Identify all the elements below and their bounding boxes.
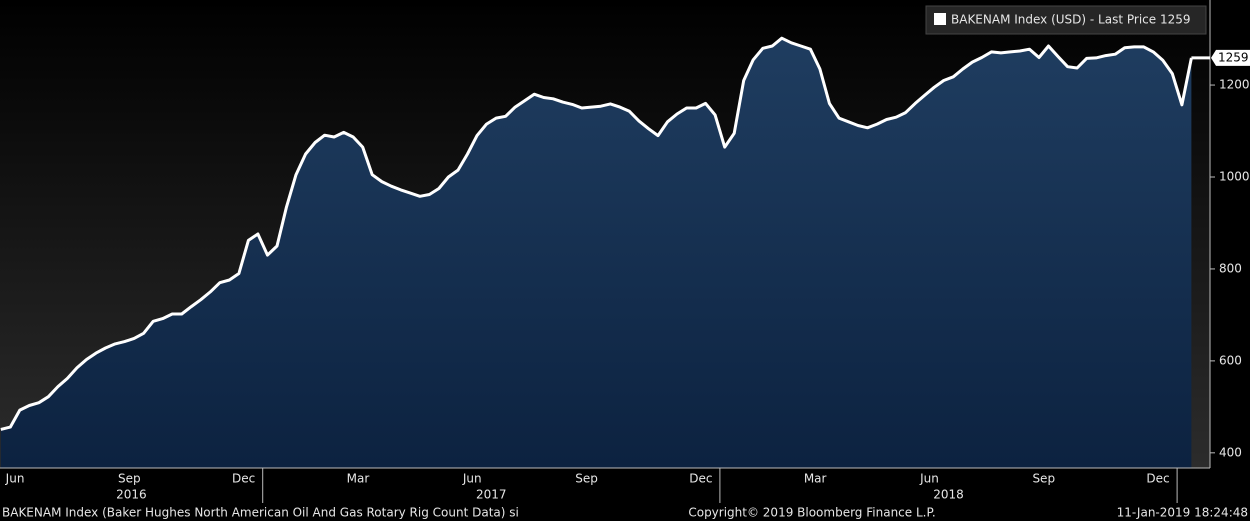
line: [0, 36, 1193, 431]
x-tick-label: Dec: [232, 472, 255, 486]
legend-swatch: [934, 13, 946, 25]
footer-center: Copyright© 2019 Bloomberg Finance L.P.: [688, 506, 935, 520]
y-tick-label: 600: [1219, 353, 1242, 367]
x-tick-label: Mar: [347, 472, 370, 486]
y-tick-label: 1000: [1219, 169, 1250, 183]
legend-text: BAKENAM Index (USD) - Last Price 1259: [951, 13, 1191, 27]
x-tick-label: Jun: [919, 472, 939, 486]
x-tick-label: Dec: [689, 472, 712, 486]
y-tick-label: 1200: [1219, 78, 1250, 92]
x-tick-label: Sep: [118, 472, 141, 486]
x-tick-label: Jun: [5, 472, 25, 486]
x-tick-label: Dec: [1146, 472, 1169, 486]
x-tick-label: Sep: [1032, 472, 1055, 486]
last-price-label: 1259: [1218, 50, 1249, 64]
y-tick-label: 400: [1219, 445, 1242, 459]
x-tick-label: Jun: [462, 472, 482, 486]
x-tick-label: Sep: [575, 472, 598, 486]
y-tick-label: 800: [1219, 261, 1242, 275]
plot-area: [0, 36, 1193, 468]
area: [0, 38, 1192, 468]
x-tick-label: Mar: [804, 472, 827, 486]
footer-right: 11-Jan-2019 18:24:48: [1117, 506, 1248, 520]
year-label: 2016: [116, 488, 147, 502]
legend-box: [925, 5, 1207, 35]
year-label: 2018: [933, 488, 964, 502]
last-price-box: [1211, 49, 1250, 66]
footer-left: BAKENAM Index (Baker Hughes North Americ…: [2, 506, 519, 520]
year-label: 2017: [476, 488, 507, 502]
